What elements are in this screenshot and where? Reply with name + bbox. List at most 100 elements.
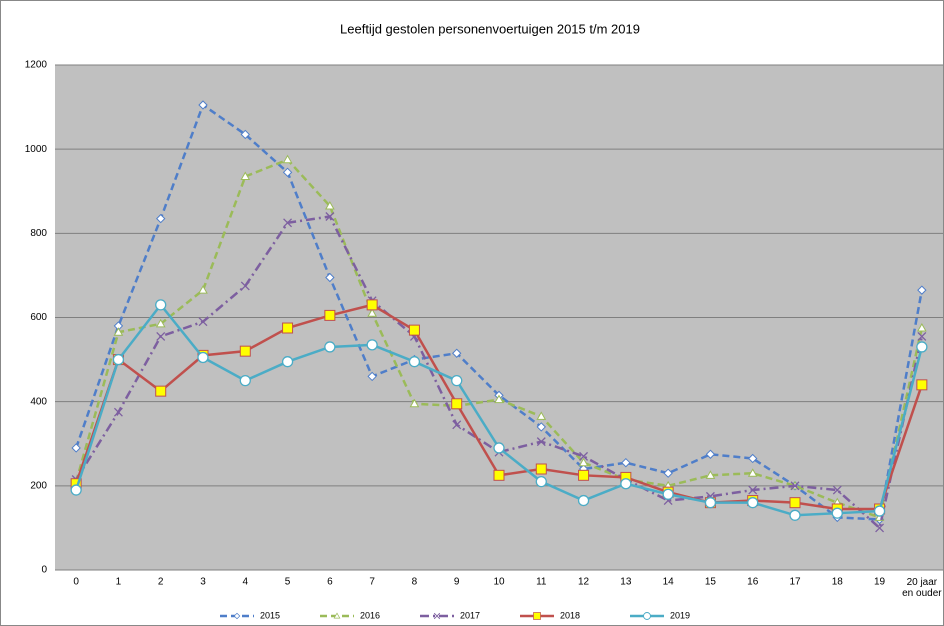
x-tick-label: 19 (874, 577, 886, 588)
marker (367, 371, 377, 382)
y-tick-label: 1000 (25, 144, 48, 155)
marker (408, 356, 421, 368)
marker (790, 481, 800, 491)
x-tick-label: 18 (832, 577, 844, 588)
marker (663, 468, 673, 478)
marker (620, 478, 632, 490)
marker (789, 509, 801, 521)
legend-marker (233, 612, 241, 620)
marker (240, 171, 251, 181)
marker (324, 200, 335, 210)
legend-marker (333, 612, 341, 619)
marker (155, 385, 167, 397)
x-tick-label: 2 (158, 577, 164, 588)
legend-label: 2017 (460, 610, 480, 620)
x-tick-label: 8 (412, 577, 418, 588)
marker (832, 485, 842, 495)
marker (494, 394, 504, 404)
marker (239, 374, 251, 387)
marker (324, 341, 336, 353)
legend-label: 2015 (260, 610, 280, 620)
marker (113, 407, 123, 417)
marker (662, 488, 674, 500)
marker (831, 507, 843, 519)
y-tick-label: 1200 (25, 60, 48, 71)
marker (916, 323, 927, 332)
marker (366, 299, 378, 311)
x-tick-label: 0 (73, 577, 79, 588)
marker (748, 485, 758, 495)
marker (704, 497, 717, 509)
marker (70, 484, 82, 496)
marker (917, 285, 927, 295)
x-tick-label: 3 (200, 577, 206, 588)
y-tick-label: 0 (41, 565, 47, 576)
legend-label: 2019 (670, 610, 690, 620)
marker (324, 309, 336, 321)
marker (156, 331, 166, 341)
marker (240, 129, 250, 140)
x-tick-label: 11 (536, 577, 547, 588)
marker (71, 443, 81, 453)
marker (197, 351, 209, 364)
marker (493, 442, 505, 454)
marker (705, 470, 716, 479)
marker (155, 318, 166, 328)
marker (577, 494, 590, 507)
marker (535, 463, 547, 475)
marker (535, 475, 547, 488)
x-tick-label: 1 (116, 577, 122, 588)
marker (621, 457, 631, 468)
marker (239, 345, 251, 357)
legend-marker (643, 612, 651, 620)
marker (579, 451, 589, 461)
marker (282, 154, 293, 164)
marker (283, 218, 293, 228)
x-tick-label: 20 jaar en ouder (902, 577, 942, 599)
chart-title: Leeftijd gestolen personenvoertuigen 201… (340, 21, 640, 36)
legend-marker (533, 612, 541, 620)
marker (452, 348, 462, 358)
marker (155, 299, 167, 311)
marker (325, 212, 335, 221)
marker (198, 100, 208, 110)
legend-label: 2016 (360, 610, 380, 620)
marker (451, 374, 463, 387)
marker (536, 422, 546, 432)
marker (198, 285, 208, 294)
marker (198, 317, 208, 327)
marker (452, 420, 462, 430)
marker (282, 322, 294, 334)
x-tick-label: 17 (789, 577, 801, 588)
x-tick-label: 7 (369, 577, 375, 588)
x-tick-label: 4 (243, 577, 249, 588)
marker (112, 353, 125, 366)
marker (916, 379, 928, 391)
marker (917, 331, 927, 341)
marker (536, 437, 546, 447)
x-tick-label: 16 (747, 577, 759, 588)
x-tick-label: 12 (578, 577, 590, 588)
marker (493, 469, 505, 481)
x-tick-label: 15 (705, 577, 717, 588)
marker (367, 308, 378, 317)
marker (578, 469, 590, 481)
x-tick-label: 10 (493, 577, 505, 588)
x-tick-label: 14 (663, 577, 675, 588)
y-tick-label: 400 (30, 396, 47, 407)
marker (875, 523, 885, 533)
x-tick-label: 13 (620, 577, 632, 588)
marker (748, 453, 758, 464)
marker (705, 449, 716, 459)
y-tick-label: 600 (30, 312, 47, 323)
marker (409, 398, 420, 408)
marker (281, 356, 294, 368)
marker (408, 324, 420, 336)
legend-marker (433, 612, 441, 620)
marker (916, 341, 928, 353)
marker (873, 505, 886, 517)
marker (156, 213, 166, 224)
marker (366, 339, 378, 351)
x-tick-label: 9 (454, 577, 460, 588)
